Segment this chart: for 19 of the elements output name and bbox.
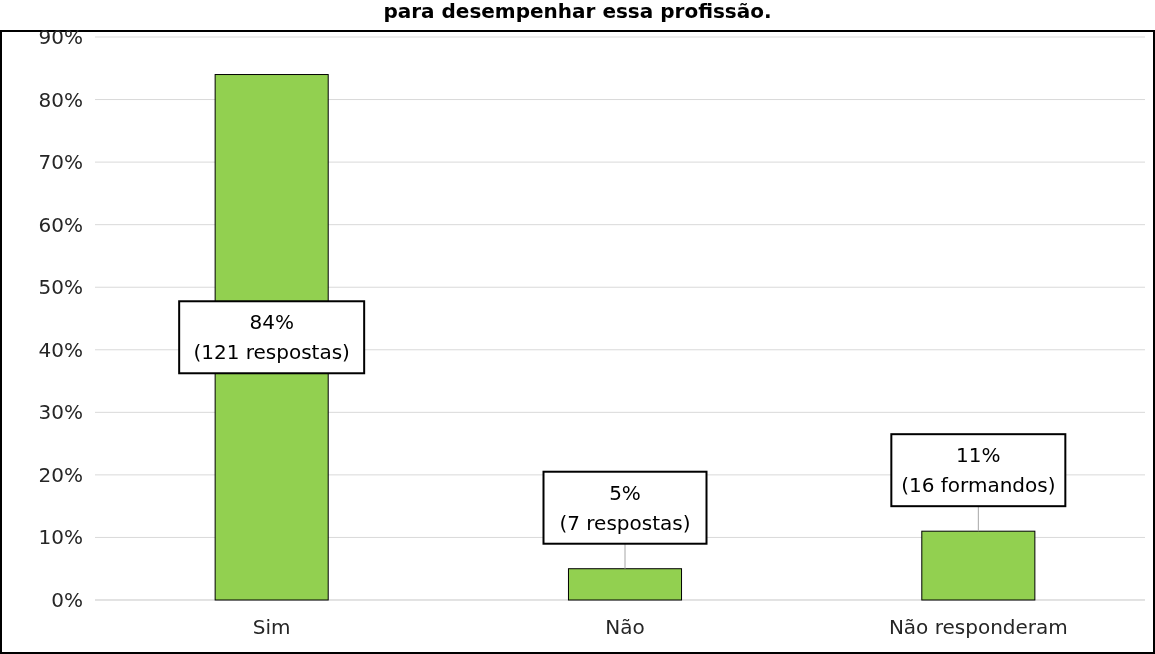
- y-tick-label: 10%: [38, 525, 83, 550]
- x-tick-label: Não responderam: [888, 615, 1068, 639]
- bar: [921, 530, 1036, 601]
- y-tick-label: 90%: [38, 25, 83, 49]
- data-label: 11% (16 formandos): [901, 443, 1056, 498]
- y-tick-label: 80%: [38, 87, 83, 112]
- y-tick-label: 30%: [38, 400, 83, 425]
- y-tick-label: 40%: [38, 337, 83, 362]
- x-tick-label: Sim: [252, 615, 291, 639]
- data-label: 5% (7 respostas): [559, 480, 691, 535]
- x-tick-label: Não: [605, 615, 645, 639]
- y-tick-label: 70%: [38, 150, 83, 175]
- y-tick-label: 0%: [51, 588, 83, 612]
- bar: [567, 568, 683, 601]
- y-tick-label: 50%: [38, 275, 83, 300]
- y-tick-label: 60%: [38, 212, 83, 237]
- data-label: 84% (121 respostas): [193, 310, 350, 365]
- y-tick-label: 20%: [38, 462, 83, 487]
- chart-title: para desempenhar essa profissão.: [383, 0, 772, 23]
